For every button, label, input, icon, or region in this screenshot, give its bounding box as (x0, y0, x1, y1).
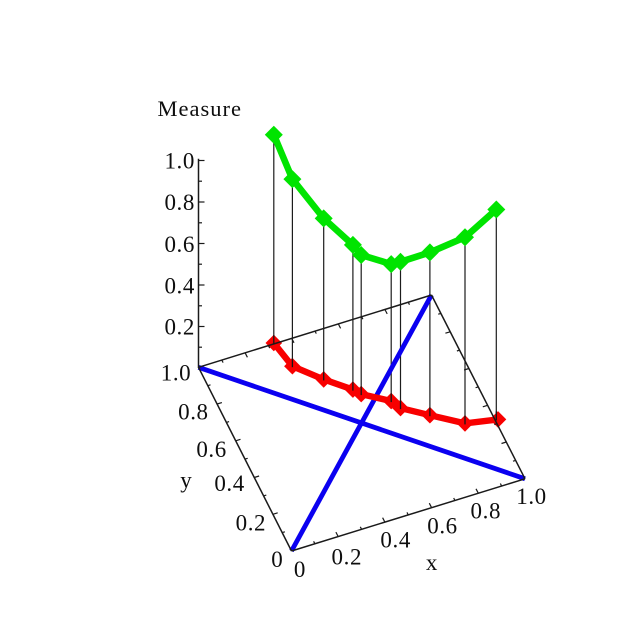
svg-text:1.0: 1.0 (161, 361, 192, 386)
svg-text:0.4: 0.4 (164, 273, 195, 298)
svg-text:0.8: 0.8 (164, 190, 195, 215)
svg-text:0.2: 0.2 (164, 315, 195, 340)
svg-text:0.6: 0.6 (196, 437, 227, 462)
svg-text:0.2: 0.2 (236, 511, 267, 536)
svg-text:1.0: 1.0 (516, 484, 547, 509)
svg-text:x: x (426, 550, 438, 575)
svg-text:0.2: 0.2 (332, 545, 363, 570)
svg-text:0.6: 0.6 (164, 232, 195, 257)
svg-text:0.4: 0.4 (380, 528, 411, 553)
svg-text:0: 0 (271, 547, 283, 572)
svg-text:y: y (180, 468, 192, 493)
svg-text:0.6: 0.6 (427, 513, 458, 538)
svg-text:0.4: 0.4 (214, 471, 245, 496)
svg-text:0.8: 0.8 (471, 499, 502, 524)
svg-text:Measure: Measure (158, 96, 242, 121)
svg-text:1.0: 1.0 (164, 149, 195, 174)
svg-text:0: 0 (294, 557, 306, 582)
svg-text:0.8: 0.8 (178, 399, 209, 424)
